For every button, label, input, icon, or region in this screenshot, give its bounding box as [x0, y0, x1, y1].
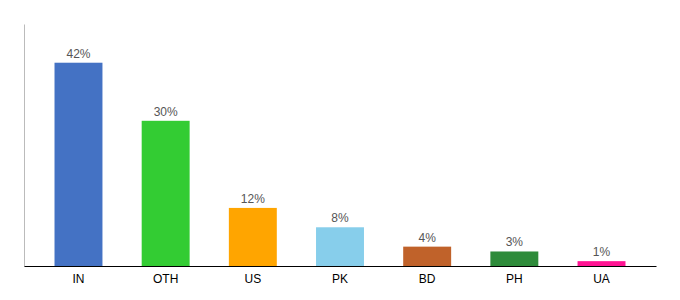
- bar: [403, 247, 451, 266]
- x-tick-label: BD: [419, 272, 436, 286]
- x-tick-label: PH: [506, 272, 523, 286]
- x-tick: BD: [419, 272, 436, 286]
- bar: [490, 251, 538, 266]
- bar: [316, 227, 364, 266]
- x-axis: IN OTH US PK BD PH UA: [25, 267, 657, 286]
- data-label: 4%: [419, 231, 437, 245]
- x-tick-label: PK: [332, 272, 348, 286]
- data-label: 3%: [506, 235, 524, 249]
- x-tick-label: OTH: [153, 272, 178, 286]
- data-label: 8%: [331, 211, 349, 225]
- data-label: 30%: [154, 105, 178, 119]
- bar: [229, 208, 277, 266]
- data-label: 12%: [241, 192, 265, 206]
- y-axis-line: [24, 25, 25, 267]
- bar: [578, 261, 626, 266]
- chart-svg: IN OTH US PK BD PH UA 42% 30% 12% 8% 4% 3% 1%: [0, 0, 680, 300]
- x-tick: UA: [593, 272, 610, 286]
- x-tick-label: US: [244, 272, 261, 286]
- x-tick: PH: [506, 272, 523, 286]
- x-tick-label: IN: [72, 272, 84, 286]
- data-label: 42%: [66, 47, 90, 61]
- x-tick: IN: [72, 272, 84, 286]
- plot-area: IN OTH US PK BD PH UA 42% 30% 12% 8% 4% 3% 1%: [25, 25, 657, 286]
- bar: [55, 63, 103, 266]
- x-tick: PK: [332, 272, 348, 286]
- x-axis-line: [25, 266, 657, 267]
- x-tick: US: [244, 272, 261, 286]
- data-labels: 42% 30% 12% 8% 4% 3% 1%: [66, 47, 610, 259]
- bar: [142, 121, 190, 266]
- y-axis: [24, 25, 25, 267]
- x-tick-label: UA: [593, 272, 610, 286]
- x-tick: OTH: [153, 272, 178, 286]
- bars: [55, 63, 626, 266]
- data-label: 1%: [593, 245, 611, 259]
